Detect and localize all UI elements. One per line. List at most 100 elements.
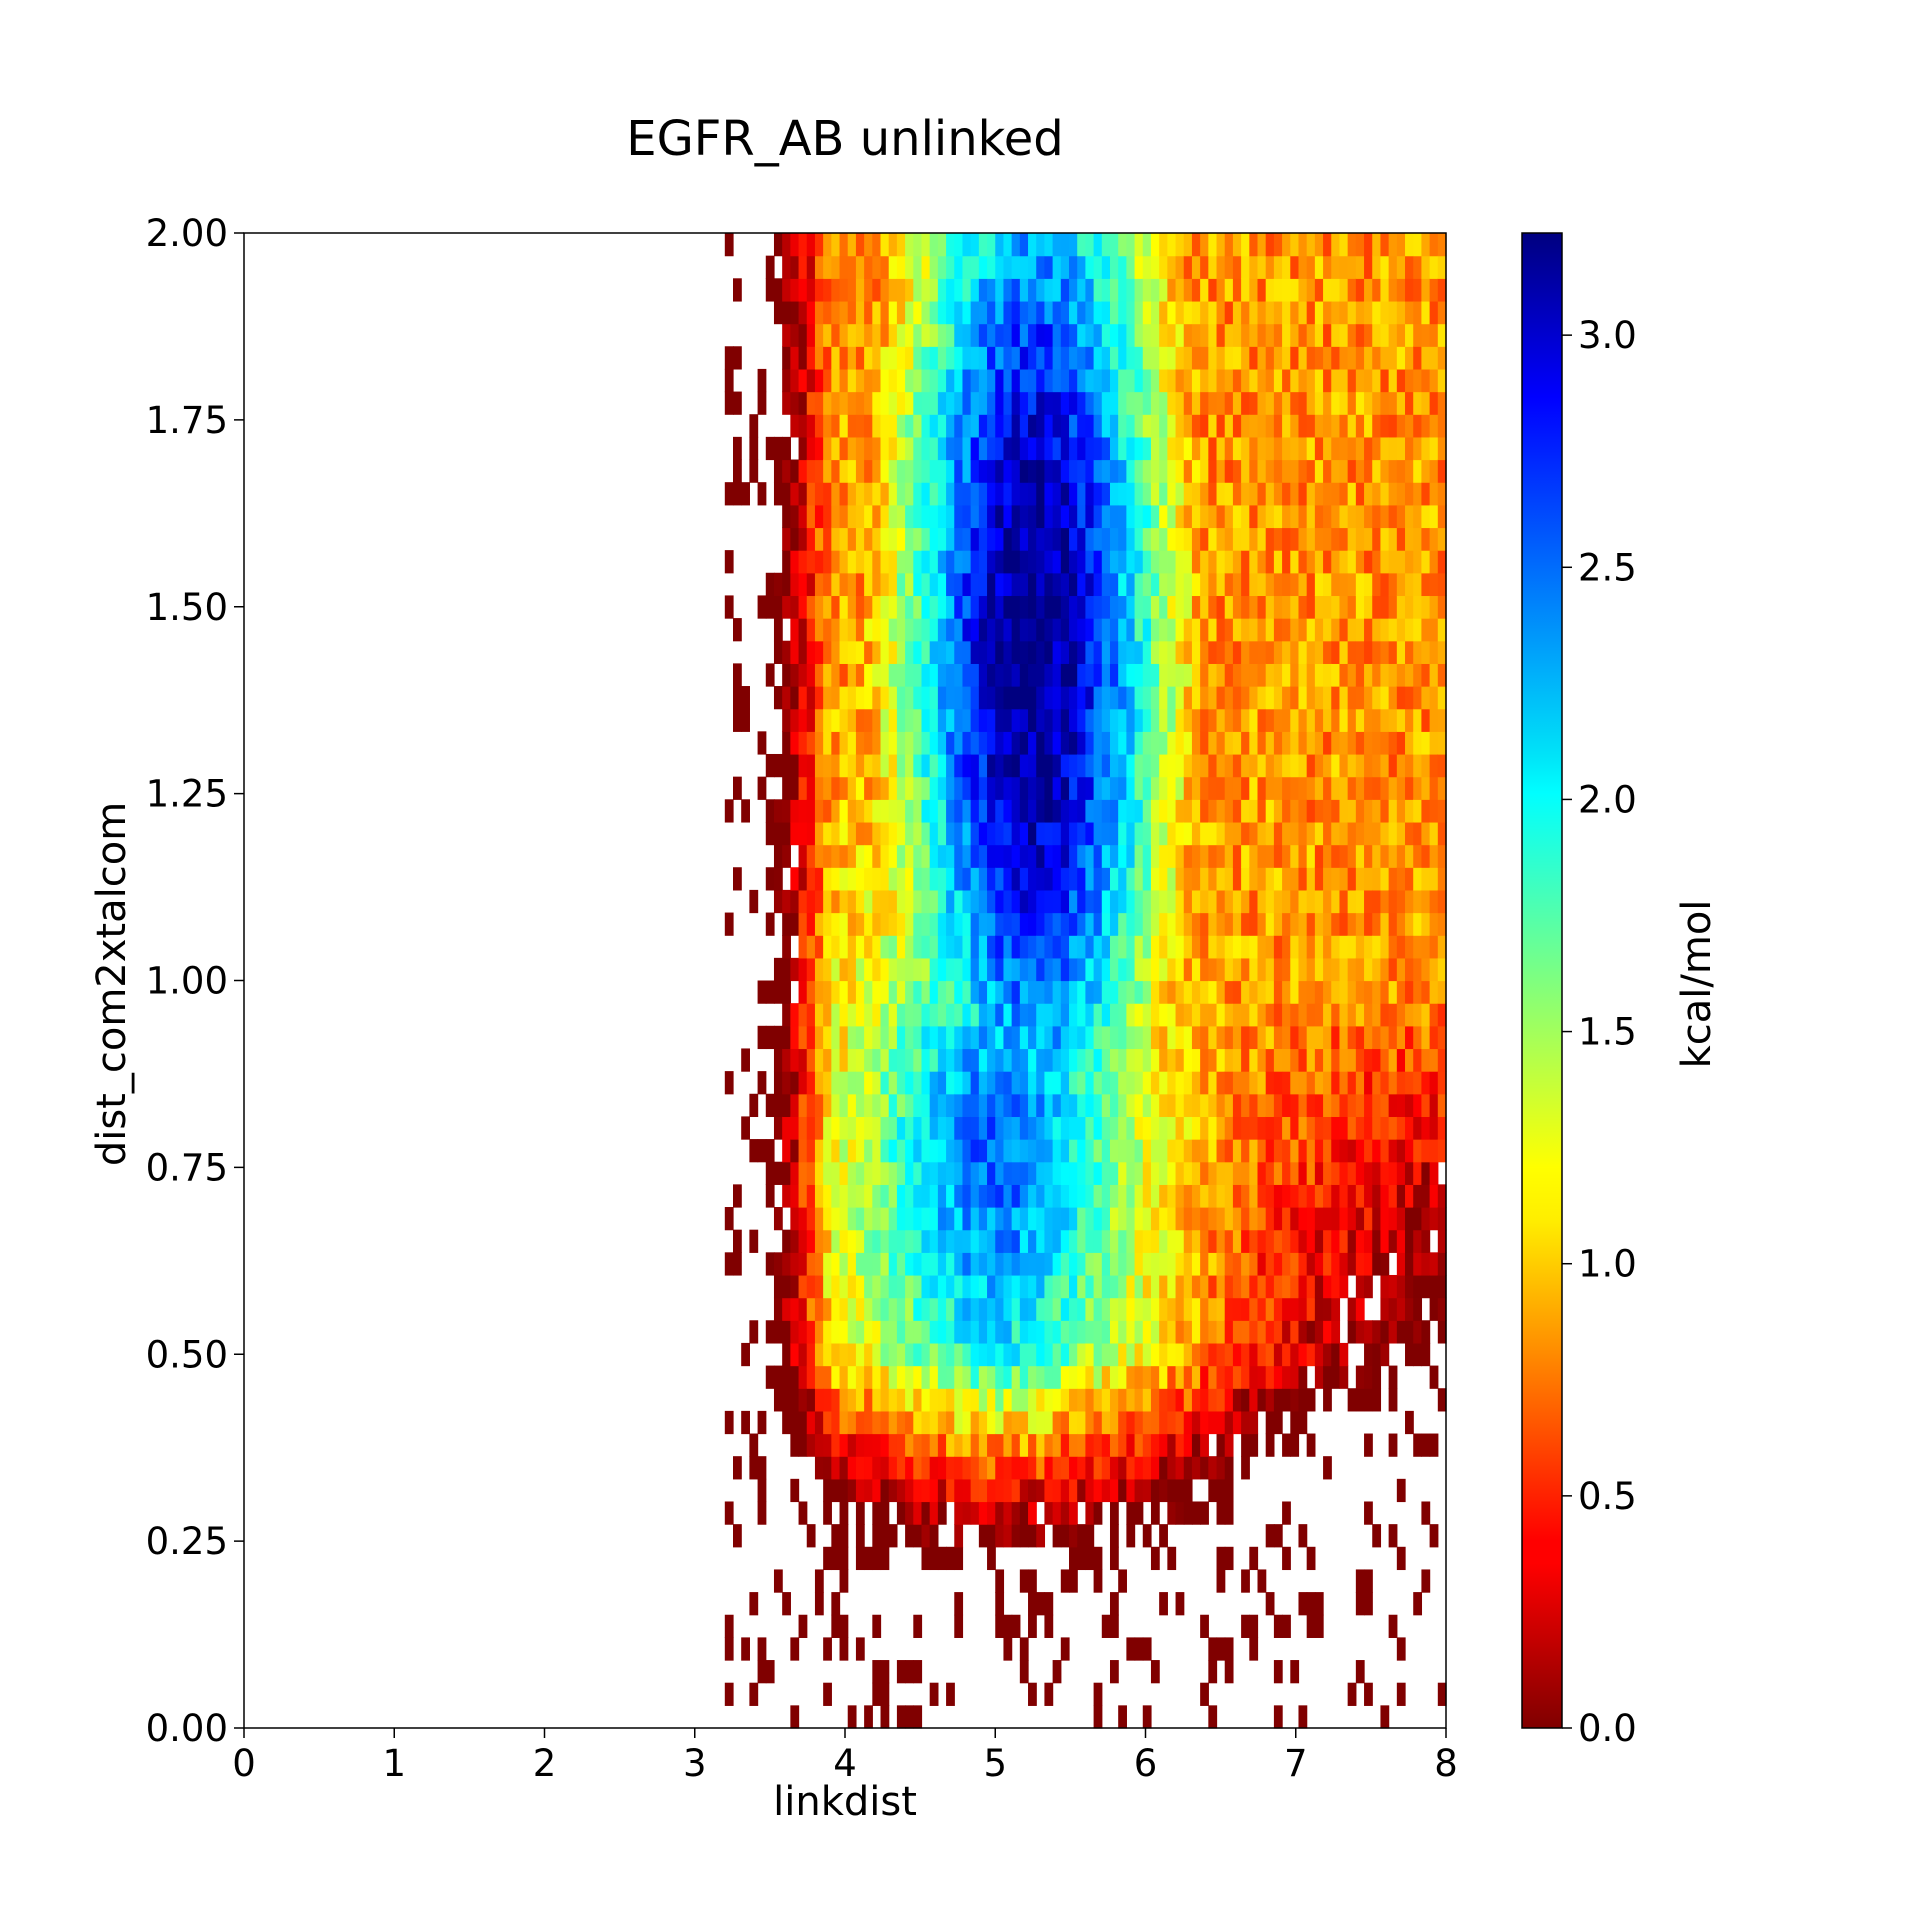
heatmap-cell bbox=[1208, 1637, 1218, 1661]
heatmap-cell bbox=[1167, 1433, 1177, 1457]
heatmap-cell bbox=[839, 1524, 849, 1548]
heatmap-cell bbox=[1405, 550, 1414, 574]
heatmap-cell bbox=[1347, 414, 1357, 438]
heatmap-cell bbox=[995, 708, 1005, 732]
heatmap-cell bbox=[1314, 368, 1324, 393]
heatmap-cell bbox=[1011, 300, 1021, 325]
heatmap-cell bbox=[1208, 1274, 1218, 1299]
heatmap-cell bbox=[1388, 391, 1398, 415]
heatmap-cell bbox=[1159, 414, 1168, 438]
heatmap-cell bbox=[1159, 889, 1168, 914]
heatmap-cell bbox=[1405, 799, 1414, 823]
heatmap-cell bbox=[1282, 1116, 1291, 1140]
heatmap-cell bbox=[872, 1229, 882, 1253]
heatmap-cell bbox=[1077, 1297, 1086, 1321]
heatmap-cell bbox=[929, 1274, 939, 1299]
heatmap-cell bbox=[839, 1184, 849, 1208]
heatmap-cell bbox=[1388, 550, 1398, 574]
heatmap-cell bbox=[814, 889, 824, 914]
heatmap-cell bbox=[1380, 572, 1390, 597]
heatmap-cell bbox=[1429, 233, 1439, 257]
heatmap-cell bbox=[1003, 889, 1013, 914]
heatmap-cell bbox=[1093, 391, 1103, 415]
heatmap-cell bbox=[1019, 1342, 1029, 1367]
heatmap-cell bbox=[1388, 1071, 1398, 1095]
heatmap-cell bbox=[806, 459, 816, 483]
heatmap-cell bbox=[1249, 233, 1259, 257]
heatmap-cell bbox=[1183, 323, 1193, 347]
heatmap-cell bbox=[1290, 1660, 1300, 1684]
heatmap-cell bbox=[1191, 618, 1201, 642]
heatmap-cell bbox=[798, 459, 808, 483]
heatmap-cell bbox=[937, 776, 947, 800]
heatmap-cell bbox=[946, 1229, 955, 1253]
heatmap-cell bbox=[1183, 844, 1193, 868]
heatmap-cell bbox=[831, 1546, 841, 1571]
heatmap-cell bbox=[1208, 731, 1218, 755]
heatmap-cell bbox=[1282, 1614, 1291, 1638]
heatmap-cell bbox=[921, 1410, 931, 1435]
heatmap-cell bbox=[1273, 1705, 1283, 1729]
heatmap-cell bbox=[1003, 1048, 1013, 1072]
heatmap-cell bbox=[1101, 572, 1111, 597]
heatmap-cell bbox=[847, 1207, 857, 1231]
heatmap-cell bbox=[1093, 776, 1103, 800]
heatmap-cell bbox=[782, 550, 791, 574]
heatmap-cell bbox=[1118, 504, 1127, 529]
heatmap-cell bbox=[1019, 1274, 1029, 1299]
heatmap-cell bbox=[1364, 368, 1373, 393]
heatmap-cell bbox=[831, 1048, 841, 1072]
heatmap-cell bbox=[1347, 550, 1357, 574]
heatmap-cell bbox=[1191, 1071, 1201, 1095]
heatmap-cell bbox=[814, 595, 824, 619]
heatmap-cell bbox=[896, 821, 906, 846]
colorbar-label: kcal/mol bbox=[1674, 900, 1720, 1069]
heatmap-cell bbox=[1298, 1342, 1308, 1367]
heatmap-cell bbox=[1355, 1592, 1365, 1616]
heatmap-cell bbox=[1003, 346, 1013, 370]
heatmap-cell bbox=[1052, 527, 1062, 551]
heatmap-cell bbox=[1437, 799, 1447, 823]
heatmap-cell bbox=[946, 1433, 955, 1457]
heatmap-cell bbox=[896, 1297, 906, 1321]
heatmap-cell bbox=[823, 1184, 832, 1208]
heatmap-cell bbox=[880, 1478, 890, 1503]
heatmap-cell bbox=[1011, 1342, 1021, 1367]
heatmap-cell bbox=[1372, 912, 1382, 936]
heatmap-cell bbox=[1413, 436, 1423, 461]
heatmap-cell bbox=[1175, 821, 1185, 846]
heatmap-cell bbox=[1093, 663, 1103, 687]
heatmap-cell bbox=[962, 436, 972, 461]
heatmap-cell bbox=[1388, 618, 1398, 642]
heatmap-cell bbox=[954, 1048, 964, 1072]
heatmap-cell bbox=[1060, 708, 1070, 732]
heatmap-cell bbox=[978, 1320, 988, 1344]
heatmap-cell bbox=[880, 482, 890, 506]
heatmap-cell bbox=[921, 391, 931, 415]
heatmap-cell bbox=[1200, 935, 1209, 959]
heatmap-cell bbox=[1298, 1410, 1308, 1435]
heatmap-cell bbox=[929, 618, 939, 642]
heatmap-cell bbox=[1200, 1342, 1209, 1367]
heatmap-cell bbox=[823, 1342, 832, 1367]
heatmap-cell bbox=[1011, 799, 1021, 823]
heatmap-cell bbox=[1134, 368, 1144, 393]
heatmap-cell bbox=[1060, 618, 1070, 642]
heatmap-cell bbox=[790, 504, 800, 529]
heatmap-cell bbox=[1167, 799, 1177, 823]
heatmap-cell bbox=[839, 1116, 849, 1140]
heatmap-cell bbox=[765, 753, 775, 778]
heatmap-cell bbox=[1265, 1207, 1275, 1231]
heatmap-cell bbox=[872, 1025, 882, 1050]
heatmap-cell bbox=[1077, 1274, 1086, 1299]
heatmap-cell bbox=[1257, 663, 1267, 687]
heatmap-cell bbox=[896, 731, 906, 755]
heatmap-cell bbox=[1093, 1184, 1103, 1208]
heatmap-cell bbox=[896, 1705, 906, 1729]
heatmap-cell bbox=[1118, 436, 1127, 461]
heatmap-cell bbox=[970, 482, 980, 506]
heatmap-cell bbox=[880, 1501, 890, 1525]
heatmap-cell bbox=[1093, 1274, 1103, 1299]
heatmap-cell bbox=[1429, 368, 1439, 393]
heatmap-cell bbox=[880, 391, 890, 415]
